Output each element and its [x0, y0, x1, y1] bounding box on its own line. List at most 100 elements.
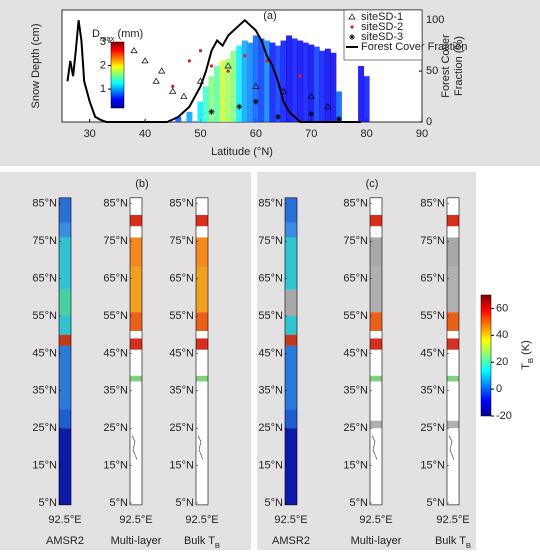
map-region [130, 237, 142, 268]
colorbar-tick-label: 2 [100, 59, 106, 71]
map-region [196, 237, 208, 268]
snow-depth-point [236, 45, 243, 122]
map-region [59, 289, 71, 316]
column-label-part: AMSR2 [46, 535, 84, 547]
map-region [285, 316, 297, 335]
map-region [447, 267, 459, 313]
lat-tick-label: 75°N [103, 235, 128, 247]
lat-tick-label: 25°N [343, 422, 368, 434]
lat-tick-label: 45°N [169, 347, 194, 359]
column-label: Bulk TB [435, 535, 471, 550]
map-region [285, 345, 297, 410]
map-region [59, 428, 71, 505]
lon-label: 92.5°E [436, 514, 469, 526]
colorbar-tick-label: 1 [100, 83, 106, 95]
colorbar-label: Dmax (mm) [92, 28, 143, 43]
map-region [59, 334, 71, 346]
snow-depth-point [230, 50, 237, 122]
lat-tick-label: 25°N [258, 422, 283, 434]
lon-label: 92.5°E [185, 514, 218, 526]
snow-depth-point [280, 40, 287, 122]
snow-depth-point [269, 42, 276, 122]
site-point [243, 54, 247, 58]
map-region [59, 316, 71, 335]
map-region [447, 215, 459, 227]
coastline [197, 435, 204, 460]
colorbar-label-part: B [526, 358, 535, 363]
lat-tick-label: 85°N [169, 198, 194, 210]
map-frame [446, 197, 460, 506]
map-region [130, 338, 142, 350]
lat-tick-label: 5°N [176, 497, 195, 509]
snow-depth-point [308, 44, 315, 123]
colorbar-label-part: D [92, 28, 100, 40]
lat-tick-label: 35°N [343, 385, 368, 397]
site-point [141, 57, 149, 64]
map-region [59, 345, 71, 410]
lat-tick-label: 45°N [420, 347, 445, 359]
map-region [196, 312, 208, 331]
column-label-part: Bulk T [435, 535, 466, 547]
panel-title: (b) [135, 178, 148, 190]
legend-swatch [350, 25, 354, 29]
map-region [370, 420, 382, 429]
map-frame [195, 197, 209, 506]
site-point [198, 49, 203, 53]
map-region [285, 409, 297, 429]
map-region [59, 197, 71, 223]
colorbar-label-part: (K) [520, 340, 532, 358]
snow-depth-point [186, 111, 193, 122]
x-tick-label: 30 [84, 128, 96, 140]
lat-tick-label: 85°N [32, 198, 57, 210]
lat-tick-label: 35°N [103, 385, 128, 397]
map-region [370, 375, 382, 382]
column-label: Multi-layer [351, 535, 402, 547]
map-region [130, 375, 142, 382]
map-region [447, 237, 459, 268]
snow-depth-point [313, 46, 320, 123]
map-region [285, 289, 297, 316]
lon-label: 92.5°E [359, 514, 392, 526]
site-point [169, 87, 177, 94]
lon-label: 92.5°E [274, 514, 307, 526]
map-region [196, 215, 208, 227]
lat-tick-label: 5°N [110, 497, 129, 509]
lat-tick-label: 75°N [343, 235, 368, 247]
site-point [208, 108, 215, 115]
site-point [298, 74, 302, 78]
column-label-part: AMSR2 [272, 535, 310, 547]
site-point [236, 103, 243, 110]
lat-tick-label: 15°N [32, 460, 57, 472]
lat-tick-label: 65°N [258, 273, 283, 285]
legend-label: siteSD-2 [361, 21, 403, 33]
map-region [447, 420, 459, 429]
lat-tick-label: 5°N [427, 497, 446, 509]
colorbar-tick-label: 3 [100, 36, 106, 48]
colorbar-tick-label: 0 [496, 383, 502, 395]
colorbar-label-part: T [520, 363, 532, 370]
lat-tick-label: 55°N [343, 310, 368, 322]
lat-tick-label: 25°N [420, 422, 445, 434]
legend-swatch [348, 13, 356, 20]
snow-depth-point [291, 38, 298, 122]
snow-depth-point [203, 86, 209, 122]
lat-tick-label: 65°N [32, 273, 57, 285]
lat-tick-label: 35°N [169, 385, 194, 397]
y2-tick-label: 100 [426, 14, 444, 26]
map-region [370, 267, 382, 313]
lat-tick-label: 15°N [420, 460, 445, 472]
x-tick-label: 80 [360, 128, 372, 140]
map-region [130, 215, 142, 227]
snow-depth-point [297, 40, 304, 122]
lat-tick-label: 55°N [103, 310, 128, 322]
lat-tick-label: 75°N [258, 235, 283, 247]
map-region [370, 312, 382, 331]
lat-tick-label: 5°N [39, 497, 58, 509]
site-point [187, 59, 191, 63]
y2-axis-label: Forest Cover [440, 34, 452, 98]
lat-tick-label: 55°N [32, 310, 57, 322]
site-point [324, 103, 332, 110]
column-label: AMSR2 [46, 535, 84, 547]
snow-depth-point [175, 116, 182, 122]
